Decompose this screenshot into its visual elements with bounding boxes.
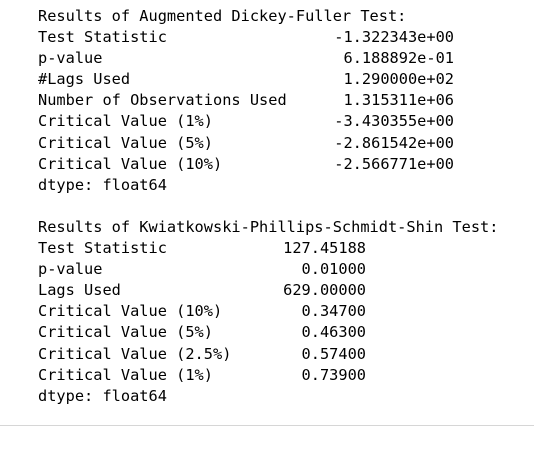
- kpss-row: Lags Used 629.00000: [38, 280, 528, 301]
- adf-row-value: -1.322343e+00: [334, 28, 454, 47]
- kpss-row-label: Critical Value (10%): [38, 302, 223, 321]
- kpss-row: Critical Value (10%) 0.34700: [38, 301, 528, 322]
- adf-row-value: -2.566771e+00: [334, 154, 454, 173]
- kpss-row-value: 0.73900: [301, 365, 366, 384]
- adf-row-value: 1.290000e+02: [343, 70, 454, 89]
- adf-title: Results of Augmented Dickey-Fuller Test:: [38, 7, 407, 25]
- adf-row-label: Critical Value (10%): [38, 154, 223, 173]
- adf-row-label: Number of Observations Used: [38, 91, 287, 110]
- kpss-row-label: Critical Value (5%): [38, 323, 213, 342]
- adf-row-label: #Lags Used: [38, 70, 131, 89]
- kpss-row: Test Statistic 127.45188: [38, 238, 528, 259]
- adf-row: Number of Observations Used 1.315311e+06: [38, 90, 528, 111]
- kpss-row-value: 0.46300: [301, 323, 366, 342]
- kpss-row-value: 0.34700: [301, 302, 366, 321]
- kpss-row: Critical Value (5%) 0.46300: [38, 322, 528, 343]
- adf-row: Test Statistic -1.322343e+00: [38, 27, 528, 48]
- adf-row-label: p-value: [38, 49, 103, 68]
- kpss-row-label: Critical Value (2.5%): [38, 344, 232, 363]
- cell-output: Results of Augmented Dickey-Fuller Test:…: [38, 6, 528, 407]
- adf-row: Critical Value (5%) -2.861542e+00: [38, 133, 528, 154]
- adf-row: p-value 6.188892e-01: [38, 48, 528, 69]
- adf-row: Critical Value (10%) -2.566771e+00: [38, 154, 528, 175]
- kpss-row-label: Lags Used: [38, 281, 121, 300]
- kpss-row-label: p-value: [38, 260, 103, 279]
- adf-row-label: Test Statistic: [38, 28, 167, 47]
- adf-row-value: 1.315311e+06: [343, 91, 454, 110]
- adf-row-value: -2.861542e+00: [334, 133, 454, 152]
- kpss-row: Critical Value (2.5%) 0.57400: [38, 344, 528, 365]
- adf-row-value: 6.188892e-01: [343, 49, 454, 68]
- kpss-row: p-value 0.01000: [38, 259, 528, 280]
- kpss-row-label: Critical Value (1%): [38, 365, 213, 384]
- kpss-row-value: 0.01000: [301, 260, 366, 279]
- adf-dtype: dtype: float64: [38, 175, 167, 194]
- kpss-row-value: 127.45188: [283, 239, 366, 258]
- output-divider: [0, 425, 534, 426]
- kpss-row-value: 629.00000: [283, 281, 366, 300]
- blank-line: [38, 196, 528, 217]
- kpss-row-label: Test Statistic: [38, 239, 167, 258]
- adf-row-label: Critical Value (1%): [38, 112, 213, 131]
- adf-row-value: -3.430355e+00: [334, 112, 454, 131]
- kpss-row-value: 0.57400: [301, 344, 366, 363]
- kpss-dtype: dtype: float64: [38, 386, 167, 405]
- kpss-row: Critical Value (1%) 0.73900: [38, 365, 528, 386]
- adf-row-label: Critical Value (5%): [38, 133, 213, 152]
- adf-row: #Lags Used 1.290000e+02: [38, 69, 528, 90]
- kpss-title: Results of Kwiatkowski-Phillips-Schmidt-…: [38, 217, 499, 236]
- adf-row: Critical Value (1%) -3.430355e+00: [38, 111, 528, 132]
